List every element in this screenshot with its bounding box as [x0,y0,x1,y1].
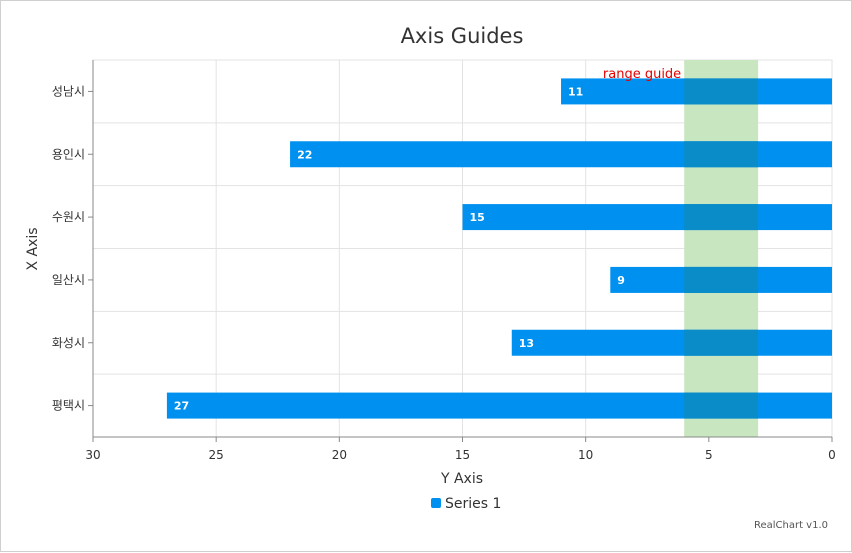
data-labels: 11 22 15 9 13 27 [174,85,625,412]
range-guide-overlap-2 [684,141,759,168]
range-guide-overlap-4 [684,266,759,293]
data-label-4: 9 [617,274,625,287]
value-tick-label: 0 [828,448,836,462]
category-axis-title: X Axis [25,227,41,270]
bar-5 [511,329,832,356]
value-tick-label: 5 [705,448,713,462]
category-tick-label: 일산시 [52,273,85,287]
range-guide-layer [684,60,759,437]
range-guide-overlap-5 [684,329,759,356]
value-axis-title: Y Axis [440,471,483,487]
data-label-2: 22 [297,148,312,161]
legend-swatch [431,498,441,508]
credit-text: RealChart v1.0 [754,520,828,531]
value-tick-label: 15 [455,448,470,462]
range-guide-band [684,60,759,437]
category-tick-label: 성남시 [52,84,85,98]
data-label-6: 27 [174,400,189,413]
range-guide-overlap-1 [684,78,759,105]
data-label-5: 13 [519,337,534,350]
category-tick-label: 용인시 [52,147,85,161]
range-guide-overlay-layer: range guide [603,67,759,419]
data-label-3: 15 [470,211,485,224]
range-guide-overlap-3 [684,204,759,231]
range-guide-label: range guide [603,67,681,82]
data-label-1: 11 [568,85,583,98]
legend[interactable]: Series 1 [431,496,501,512]
value-tick-label: 20 [332,448,347,462]
category-tick-label: 화성시 [52,336,85,350]
value-tick-label: 30 [85,448,100,462]
chart-title: Axis Guides [401,24,524,48]
legend-label: Series 1 [445,496,501,512]
value-tick-label: 10 [578,448,593,462]
category-tick-label: 수원시 [52,210,85,224]
range-guide-overlap-6 [684,392,759,419]
category-tick-label: 평택시 [52,399,85,413]
value-tick-label: 25 [209,448,224,462]
bar-3 [462,204,832,231]
